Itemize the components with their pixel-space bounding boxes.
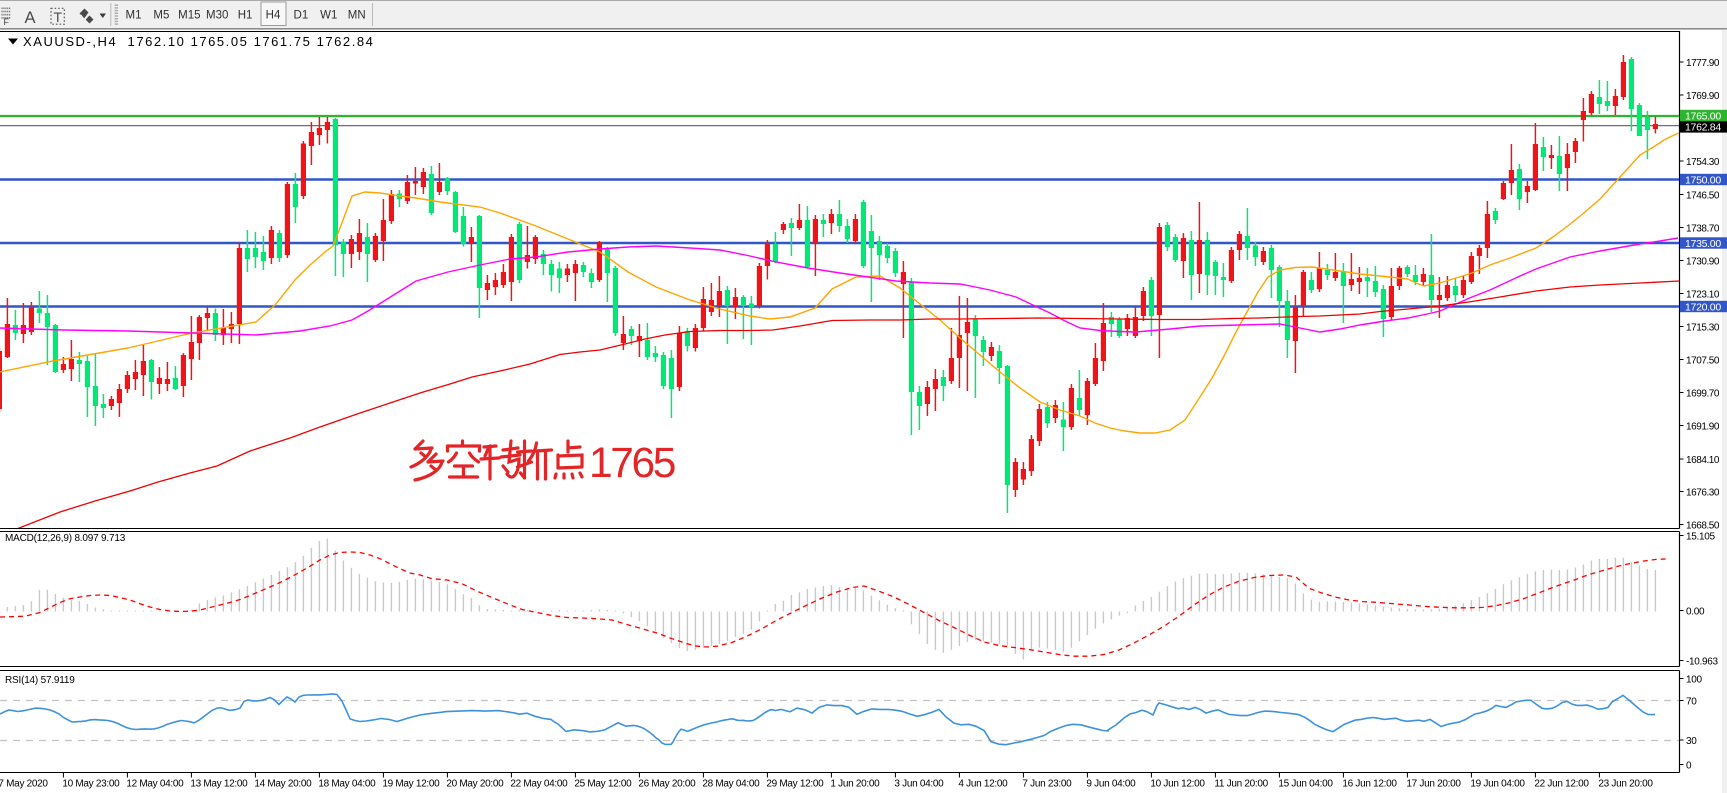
svg-text:9 Jun 04:00: 9 Jun 04:00 <box>1086 779 1136 790</box>
svg-text:T: T <box>54 9 63 25</box>
svg-text:7 May 2020: 7 May 2020 <box>0 779 48 790</box>
svg-text:H4: H4 <box>266 10 281 22</box>
svg-text:29 May 12:00: 29 May 12:00 <box>766 779 824 790</box>
svg-text:28 May 04:00: 28 May 04:00 <box>702 779 760 790</box>
svg-text:H1: H1 <box>238 10 253 22</box>
svg-text:D1: D1 <box>294 10 309 22</box>
svg-text:1707.50: 1707.50 <box>1686 355 1720 366</box>
svg-text:1765.00: 1765.00 <box>1685 111 1721 123</box>
svg-text:10 Jun 12:00: 10 Jun 12:00 <box>1150 779 1205 790</box>
svg-text:1754.30: 1754.30 <box>1686 157 1720 168</box>
svg-text:22 May 04:00: 22 May 04:00 <box>510 779 568 790</box>
svg-text:1738.70: 1738.70 <box>1686 223 1720 234</box>
svg-text:19 May 12:00: 19 May 12:00 <box>382 779 440 790</box>
svg-text:11 Jun 20:00: 11 Jun 20:00 <box>1214 779 1268 790</box>
svg-text:M5: M5 <box>153 10 169 22</box>
svg-text:XAUUSD-,H4 1762.10 1765.05 17: XAUUSD-,H4 1762.10 1765.05 1761.75 1762.… <box>23 34 374 49</box>
svg-text:1735.00: 1735.00 <box>1685 238 1721 250</box>
svg-text:M30: M30 <box>206 10 228 22</box>
svg-text:15.105: 15.105 <box>1686 531 1716 542</box>
svg-text:F: F <box>4 17 10 27</box>
svg-text:17 Jun 20:00: 17 Jun 20:00 <box>1406 779 1461 790</box>
svg-text:1769.90: 1769.90 <box>1686 91 1720 102</box>
svg-text:MACD(12,26,9) 8.097 9.713: MACD(12,26,9) 8.097 9.713 <box>5 533 126 544</box>
svg-text:0.00: 0.00 <box>1686 606 1705 617</box>
svg-text:25 May 12:00: 25 May 12:00 <box>574 779 632 790</box>
svg-text:3 Jun 04:00: 3 Jun 04:00 <box>894 779 944 790</box>
svg-text:1 Jun 20:00: 1 Jun 20:00 <box>830 779 880 790</box>
svg-text:0: 0 <box>1686 760 1692 771</box>
svg-text:4 Jun 12:00: 4 Jun 12:00 <box>958 779 1008 790</box>
svg-text:A: A <box>25 9 36 27</box>
svg-text:14 May 20:00: 14 May 20:00 <box>254 779 312 790</box>
svg-text:RSI(14) 57.9119: RSI(14) 57.9119 <box>5 675 75 686</box>
svg-text:1676.30: 1676.30 <box>1686 487 1720 498</box>
svg-text:1765: 1765 <box>589 440 675 487</box>
svg-text:1750.00: 1750.00 <box>1685 175 1721 187</box>
svg-text:MN: MN <box>348 10 366 22</box>
svg-text:22 Jun 12:00: 22 Jun 12:00 <box>1534 779 1589 790</box>
svg-text:10 May 23:00: 10 May 23:00 <box>62 779 120 790</box>
svg-text:19 Jun 04:00: 19 Jun 04:00 <box>1470 779 1525 790</box>
svg-text:18 May 04:00: 18 May 04:00 <box>318 779 376 790</box>
svg-text:M15: M15 <box>178 10 200 22</box>
svg-text:70: 70 <box>1686 696 1697 707</box>
svg-text:15 Jun 04:00: 15 Jun 04:00 <box>1278 779 1333 790</box>
svg-text:1777.90: 1777.90 <box>1686 58 1720 69</box>
svg-text:100: 100 <box>1686 674 1703 685</box>
svg-text:-10.963: -10.963 <box>1686 656 1719 667</box>
svg-text:1723.10: 1723.10 <box>1686 289 1720 300</box>
svg-text:23 Jun 20:00: 23 Jun 20:00 <box>1598 779 1653 790</box>
svg-text:W1: W1 <box>320 10 337 22</box>
svg-text:13 May 12:00: 13 May 12:00 <box>190 779 248 790</box>
svg-text:1699.70: 1699.70 <box>1686 388 1720 399</box>
svg-text:7 Jun 23:00: 7 Jun 23:00 <box>1022 779 1072 790</box>
svg-text:1746.50: 1746.50 <box>1686 190 1720 201</box>
svg-text:1691.90: 1691.90 <box>1686 421 1720 432</box>
svg-text:1720.00: 1720.00 <box>1685 302 1721 314</box>
svg-text:1715.30: 1715.30 <box>1686 322 1720 333</box>
svg-text:1762.84: 1762.84 <box>1685 122 1721 134</box>
svg-text:1730.90: 1730.90 <box>1686 256 1720 267</box>
svg-text:1668.50: 1668.50 <box>1686 520 1720 531</box>
svg-text:30: 30 <box>1686 736 1697 747</box>
svg-text:16 Jun 12:00: 16 Jun 12:00 <box>1342 779 1397 790</box>
svg-text:1684.10: 1684.10 <box>1686 455 1720 466</box>
svg-text:12 May 04:00: 12 May 04:00 <box>126 779 184 790</box>
svg-text:M1: M1 <box>126 10 142 22</box>
svg-text:20 May 20:00: 20 May 20:00 <box>446 779 504 790</box>
svg-text:26 May 20:00: 26 May 20:00 <box>638 779 696 790</box>
